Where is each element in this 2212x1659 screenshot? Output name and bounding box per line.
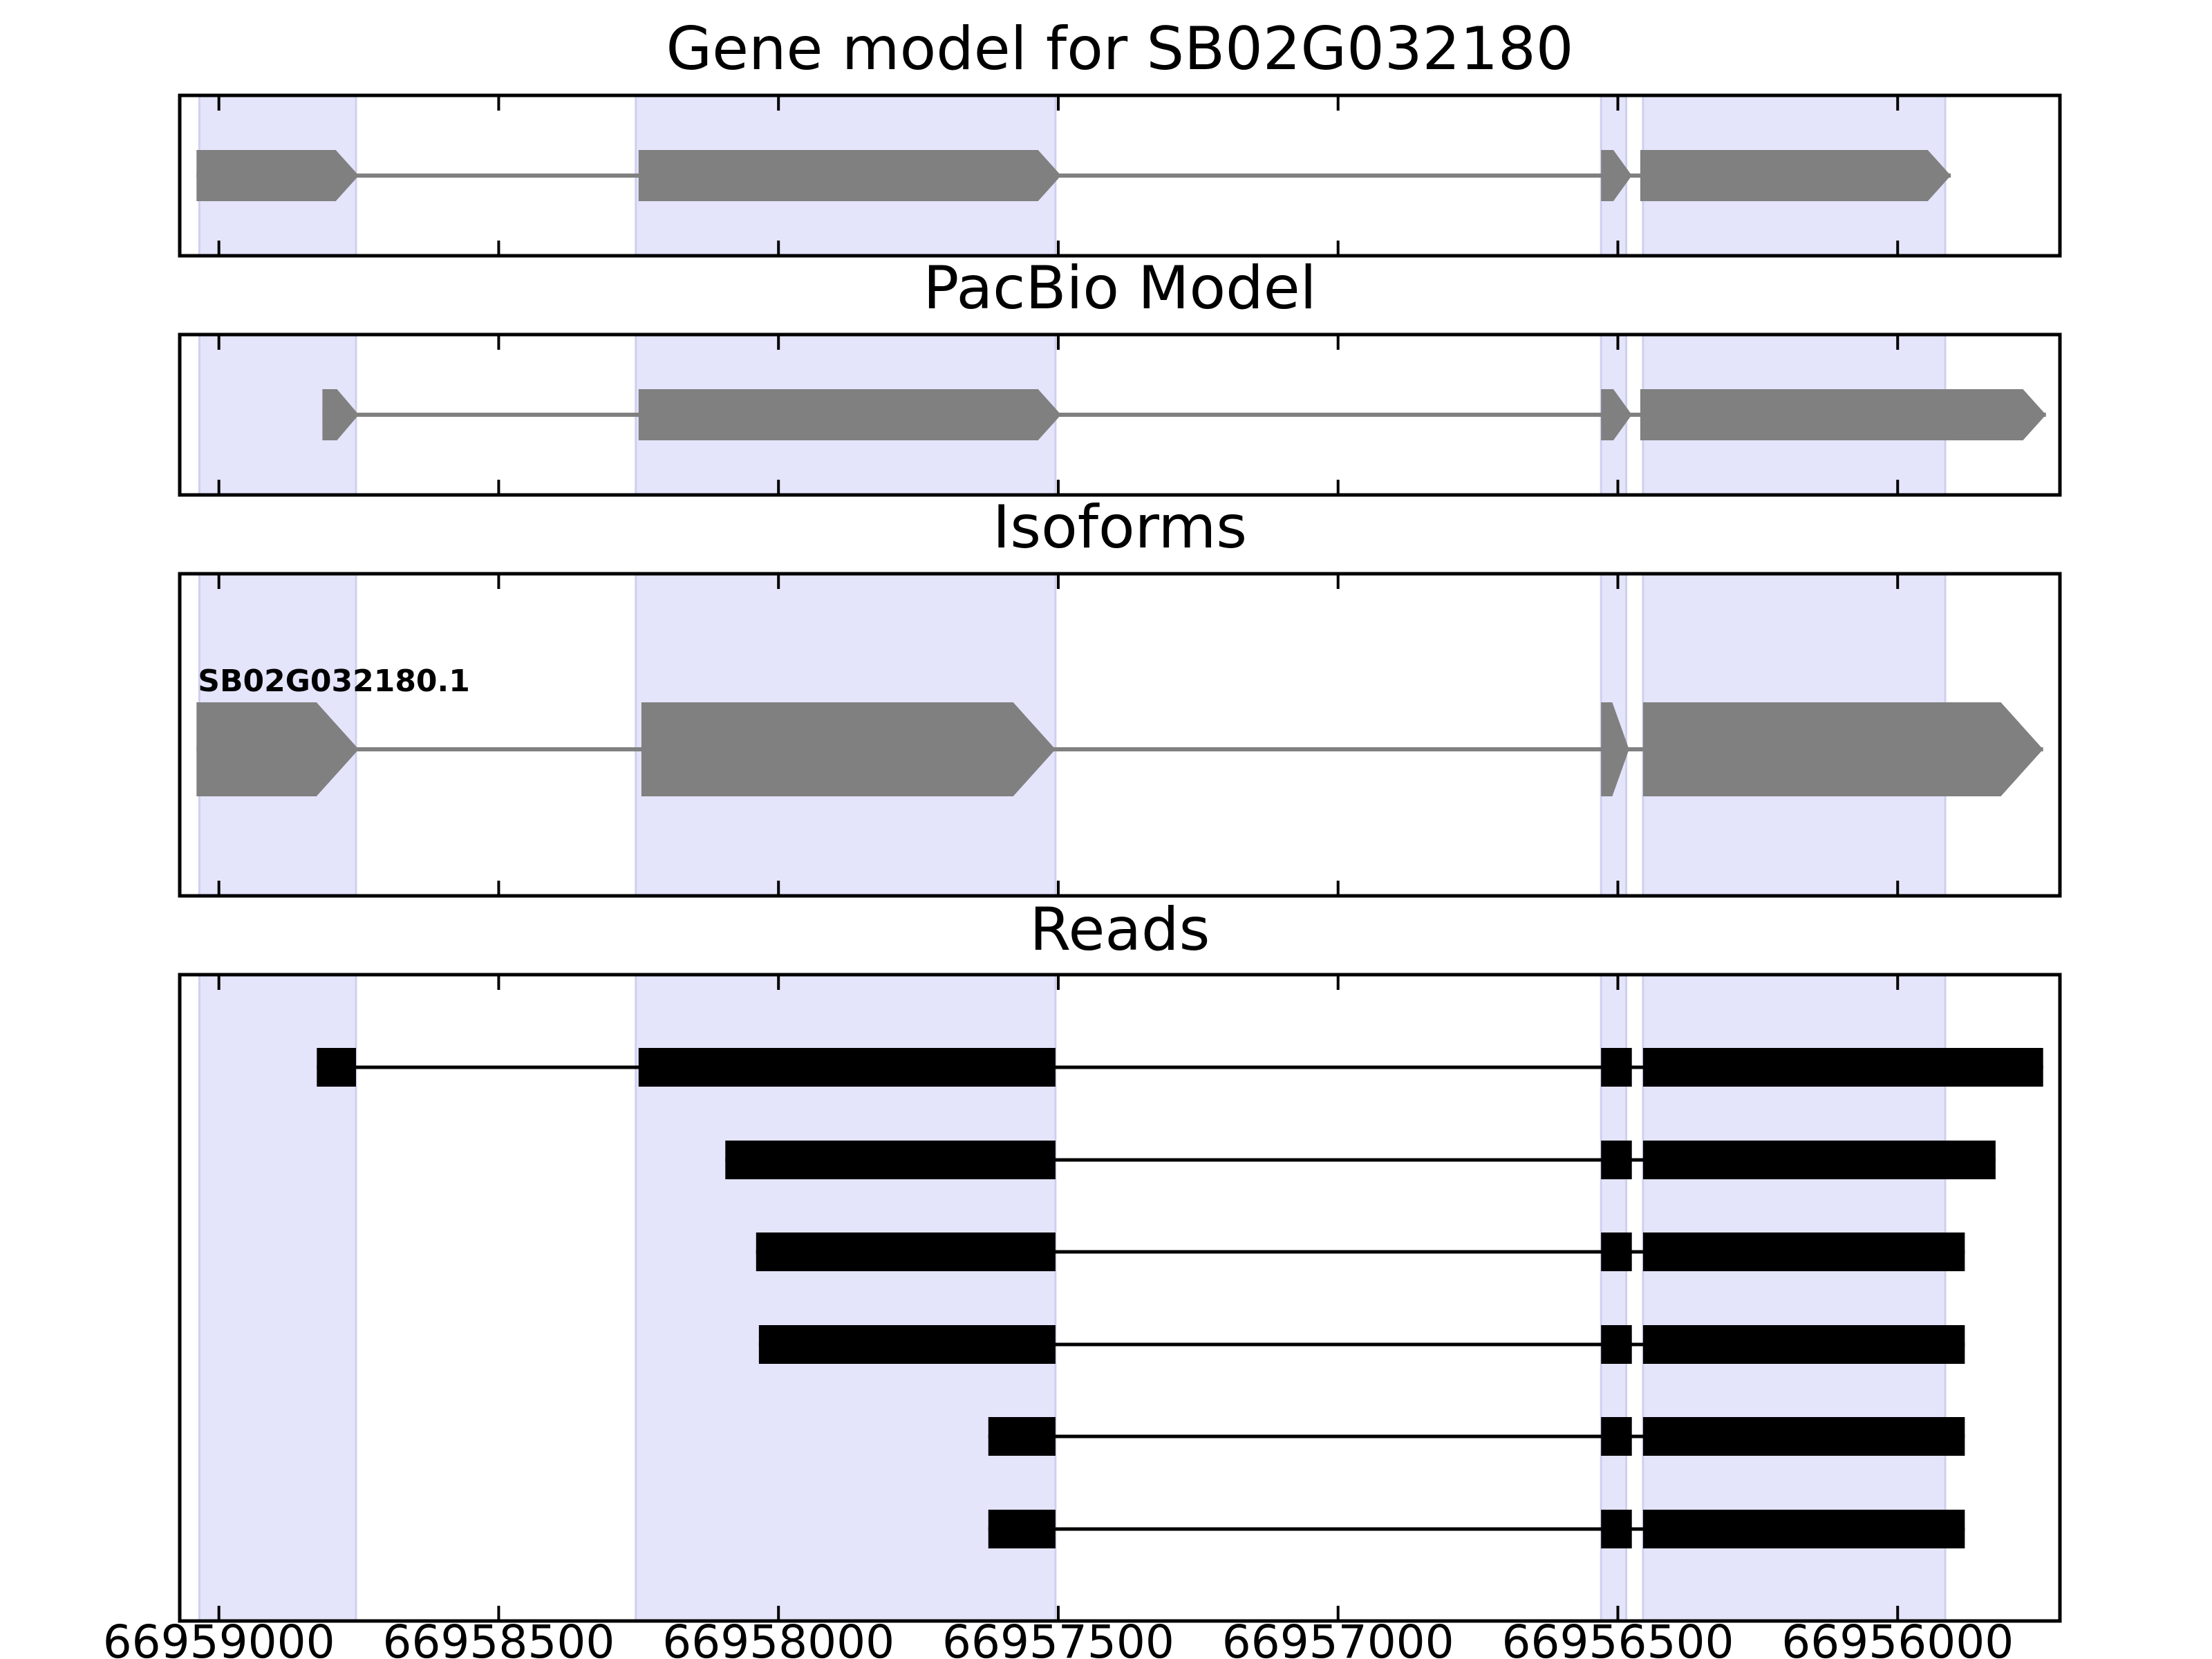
isoform-label: SB02G032180.1 (198, 664, 470, 699)
read-exon-block (988, 1417, 1056, 1456)
read-exon-block (988, 1510, 1056, 1548)
exon-arrow-block (1640, 389, 2046, 440)
read-exon-block (725, 1141, 1056, 1179)
read-exon-block (1642, 1048, 2043, 1087)
read-exon-block (317, 1048, 356, 1087)
pacbio-model-panel: PacBio Model (178, 254, 2062, 497)
exon-arrow-block (638, 150, 1061, 201)
isoforms-panel-title: Isoforms (993, 493, 1247, 562)
read-exon-block (1601, 1048, 1632, 1087)
read-exon-block (1642, 1325, 1965, 1364)
gene-model-tracks (196, 150, 1951, 201)
read-exon-block (1601, 1510, 1632, 1548)
exon-arrow-block (1642, 702, 2043, 796)
read-exon-block (1642, 1417, 1965, 1456)
read-exon-block (1601, 1417, 1632, 1456)
read-exon-block (1601, 1141, 1632, 1179)
isoforms-tracks: SB02G032180.1 (196, 664, 2043, 796)
read-exon-block (1601, 1325, 1632, 1364)
reads-panel-frame (178, 973, 2062, 1623)
exon-arrow-block (638, 389, 1061, 440)
x-tick-label: 66958000 (662, 1615, 894, 1659)
x-tick-label: 66957000 (1222, 1615, 1454, 1659)
read-exon-block (1642, 1141, 1996, 1179)
reads-tracks (317, 1048, 2043, 1548)
x-axis-ticks: 66959000 66958500 66958000 66957500 66957000… (103, 1615, 2014, 1659)
x-tick-label: 66957500 (942, 1615, 1174, 1659)
exon-arrow-block (196, 150, 359, 201)
read-exon-block (1601, 1232, 1632, 1271)
exon-arrow-block (1640, 150, 1951, 201)
read-exon-block (756, 1232, 1056, 1271)
read-exon-block (638, 1048, 1056, 1087)
x-tick-label: 66956000 (1781, 1615, 2014, 1659)
x-tick-label: 66958500 (382, 1615, 615, 1659)
read-exon-block (1642, 1510, 1965, 1548)
x-tick-label: 66959000 (103, 1615, 335, 1659)
gene-model-panel-frame (178, 93, 2062, 258)
pacbio-model-panel-title: PacBio Model (923, 254, 1316, 323)
reads-panel: Reads (178, 895, 2062, 1623)
gene-model-panel: Gene model for SB02G032180 (178, 15, 2062, 258)
exon-arrow-block (196, 702, 359, 796)
pacbio-model-panel-frame (178, 332, 2062, 497)
exon-arrow-block (1601, 702, 1629, 796)
x-tick-label: 66956500 (1502, 1615, 1734, 1659)
exon-arrow-block (1601, 389, 1632, 440)
pacbio-model-tracks (322, 389, 2046, 440)
isoforms-panel: SB02G032180.1 Isoforms (178, 493, 2062, 898)
isoforms-panel-frame (178, 572, 2062, 898)
gene-model-panel-title: Gene model for SB02G032180 (666, 15, 1574, 84)
reads-panel-title: Reads (1030, 895, 1210, 964)
exon-arrow-block (641, 702, 1056, 796)
read-exon-block (1642, 1232, 1965, 1271)
exon-arrow-block (322, 389, 359, 440)
read-exon-block (758, 1325, 1056, 1364)
exon-arrow-block (1601, 150, 1632, 201)
